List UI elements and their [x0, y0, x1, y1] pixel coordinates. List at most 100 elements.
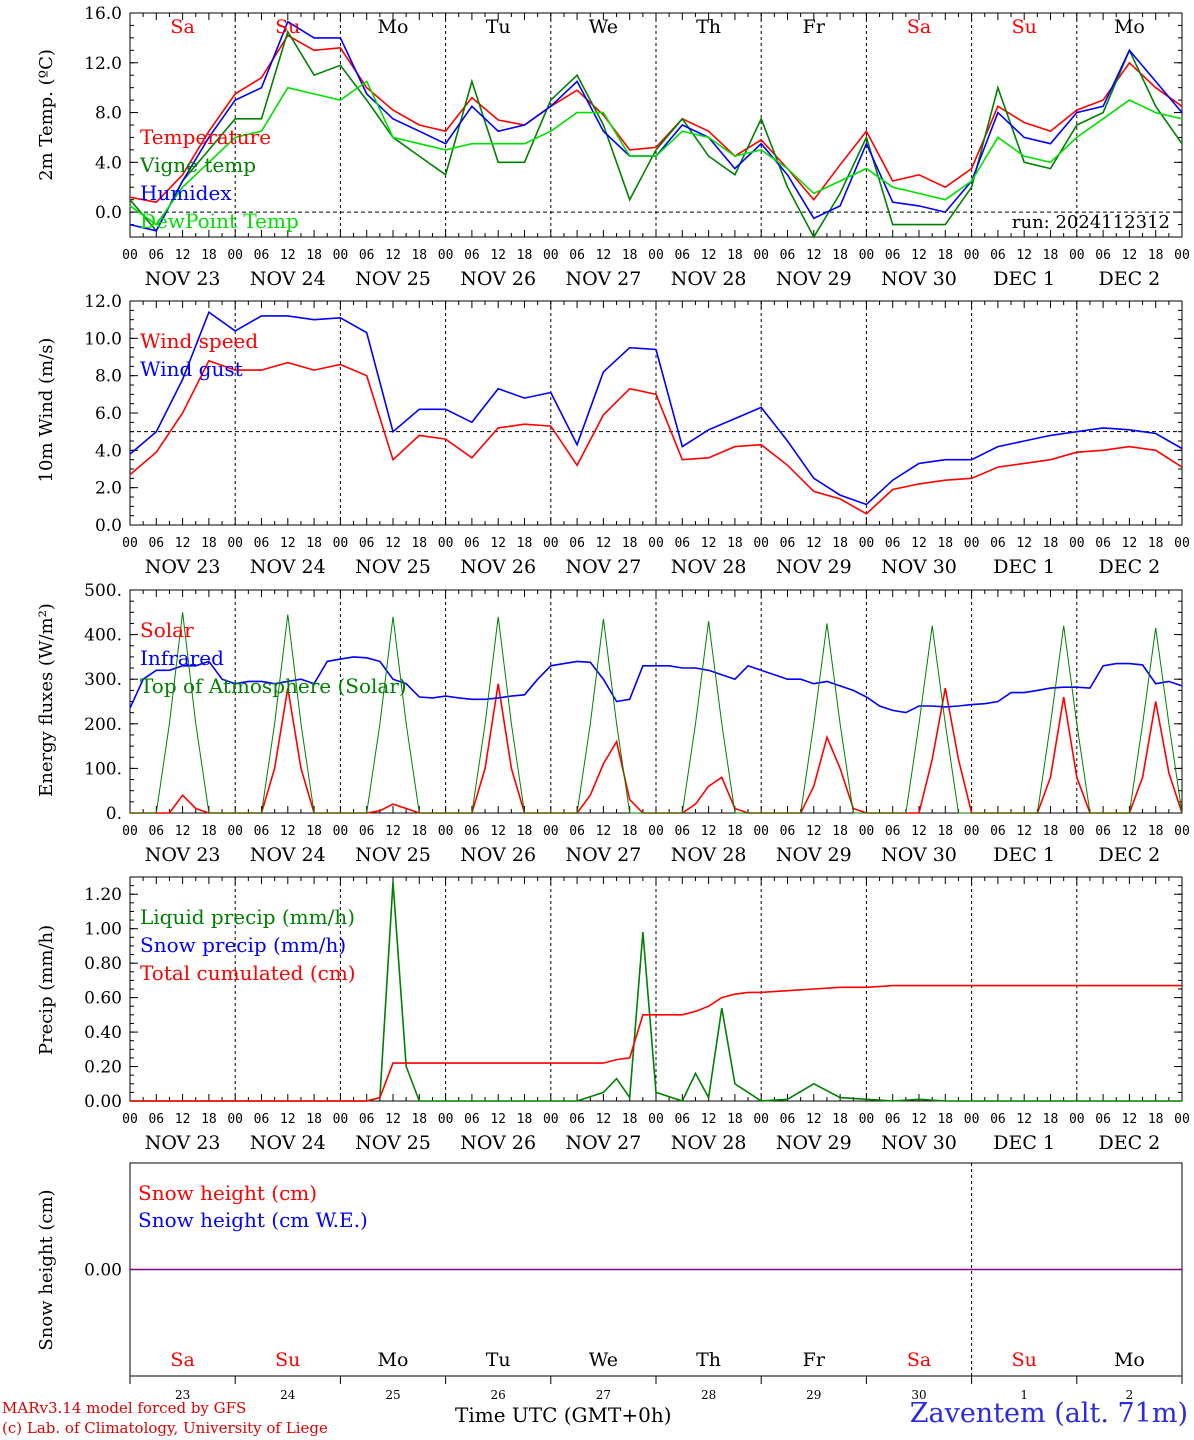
hour-tick-label: 18 — [832, 536, 848, 551]
hour-tick-label: 06 — [1095, 824, 1111, 839]
date-label: NOV 28 — [671, 268, 747, 290]
hour-tick-label: 06 — [464, 1112, 480, 1127]
day-name: Mo — [1114, 16, 1145, 38]
hour-tick-label: 18 — [1148, 248, 1164, 263]
legend-entry: Wind speed — [140, 329, 258, 353]
y-tick-label: 12.0 — [84, 54, 122, 74]
day-number: 1 — [1020, 1388, 1028, 1402]
hour-tick-label: 00 — [1174, 824, 1190, 839]
hour-tick-label: 06 — [148, 824, 164, 839]
hour-tick-label: 00 — [438, 248, 454, 263]
date-label: NOV 23 — [145, 844, 221, 866]
hour-tick-label: 06 — [359, 1112, 375, 1127]
legend-entry: Vigne temp — [139, 153, 256, 177]
model-credit: MARv3.14 model forced by GFS — [2, 1399, 247, 1417]
y-tick-label: 10.0 — [84, 329, 122, 349]
date-label: NOV 23 — [145, 268, 221, 290]
hour-tick-label: 00 — [333, 824, 349, 839]
hour-tick-label: 00 — [859, 536, 875, 551]
hour-tick-label: 06 — [990, 1112, 1006, 1127]
hour-tick-label: 12 — [701, 248, 717, 263]
y-tick-label: 0.00 — [84, 1261, 122, 1281]
hour-tick-label: 12 — [1016, 536, 1032, 551]
hour-tick-label: 06 — [464, 824, 480, 839]
day-number: 30 — [911, 1388, 926, 1402]
hour-tick-label: 12 — [280, 1112, 296, 1127]
legend-entry: Solar — [140, 618, 194, 642]
date-label: DEC 1 — [993, 268, 1055, 290]
hour-tick-label: 00 — [543, 536, 559, 551]
hour-tick-label: 06 — [1095, 1112, 1111, 1127]
hour-tick-label: 18 — [306, 824, 322, 839]
day-number: 23 — [175, 1388, 190, 1402]
hour-tick-label: 00 — [1069, 248, 1085, 263]
y-tick-label: 2.0 — [95, 479, 122, 499]
date-label: NOV 23 — [145, 1132, 221, 1154]
hour-tick-label: 12 — [385, 248, 401, 263]
hour-tick-label: 00 — [227, 1112, 243, 1127]
hour-tick-label: 06 — [1095, 536, 1111, 551]
hour-tick-label: 00 — [753, 824, 769, 839]
hour-tick-label: 18 — [517, 248, 533, 263]
day-number: 27 — [596, 1388, 611, 1402]
hour-tick-label: 00 — [227, 536, 243, 551]
hour-tick-label: 12 — [596, 248, 612, 263]
hour-tick-label: 00 — [438, 824, 454, 839]
day-name: Su — [1012, 16, 1037, 38]
hour-tick-label: 00 — [859, 824, 875, 839]
hour-tick-label: 18 — [201, 248, 217, 263]
hour-tick-label: 18 — [622, 824, 638, 839]
date-label: NOV 30 — [881, 556, 957, 578]
hour-tick-label: 06 — [885, 1112, 901, 1127]
y-tick-label: 1.00 — [84, 920, 122, 940]
hour-tick-label: 00 — [227, 248, 243, 263]
day-name: Sa — [170, 16, 194, 38]
hour-tick-label: 06 — [359, 248, 375, 263]
hour-tick-label: 18 — [1148, 536, 1164, 551]
day-name: Tu — [486, 1349, 511, 1371]
date-label: NOV 30 — [881, 844, 957, 866]
hour-tick-label: 18 — [306, 1112, 322, 1127]
hour-tick-label: 00 — [753, 248, 769, 263]
date-label: NOV 30 — [881, 1132, 957, 1154]
hour-tick-label: 06 — [254, 1112, 270, 1127]
hour-tick-label: 12 — [1016, 248, 1032, 263]
hour-tick-label: 18 — [201, 1112, 217, 1127]
hour-tick-label: 06 — [885, 536, 901, 551]
day-name: We — [589, 16, 618, 38]
hour-tick-label: 12 — [911, 248, 927, 263]
day-name: Mo — [378, 16, 409, 38]
date-label: NOV 28 — [671, 1132, 747, 1154]
day-name: Su — [275, 16, 300, 38]
hour-tick-label: 00 — [543, 1112, 559, 1127]
date-label: DEC 2 — [1099, 844, 1161, 866]
date-label: DEC 1 — [993, 1132, 1055, 1154]
series-line-wind-gust — [129, 310, 1183, 506]
hour-tick-label: 12 — [490, 824, 506, 839]
hour-tick-label: 12 — [806, 1112, 822, 1127]
hour-tick-label: 12 — [1016, 824, 1032, 839]
y-tick-label: 0.0 — [95, 203, 122, 223]
hour-tick-label: 06 — [569, 1112, 585, 1127]
series-line-infrared — [129, 656, 1183, 714]
day-name: Tu — [486, 16, 511, 38]
hour-tick-label: 06 — [148, 248, 164, 263]
date-label: NOV 24 — [250, 556, 326, 578]
station-name: Zaventem (alt. 71m) — [909, 1398, 1188, 1429]
date-label: NOV 29 — [776, 844, 852, 866]
hour-tick-label: 00 — [964, 1112, 980, 1127]
day-number: 25 — [385, 1388, 400, 1402]
legend-entry: Total cumulated (cm) — [140, 961, 356, 985]
hour-tick-label: 06 — [780, 536, 796, 551]
day-number: 29 — [806, 1388, 821, 1402]
hour-tick-label: 18 — [306, 248, 322, 263]
date-label: NOV 27 — [565, 844, 641, 866]
hour-tick-label: 06 — [359, 824, 375, 839]
series-line-vigne-temp — [129, 29, 1183, 239]
date-label: NOV 29 — [776, 556, 852, 578]
y-axis-label: 2m Temp. (ºC) — [36, 49, 57, 181]
hour-tick-label: 06 — [674, 536, 690, 551]
hour-tick-label: 18 — [937, 1112, 953, 1127]
panel-3-frame — [129, 589, 1183, 814]
hour-tick-label: 12 — [806, 824, 822, 839]
